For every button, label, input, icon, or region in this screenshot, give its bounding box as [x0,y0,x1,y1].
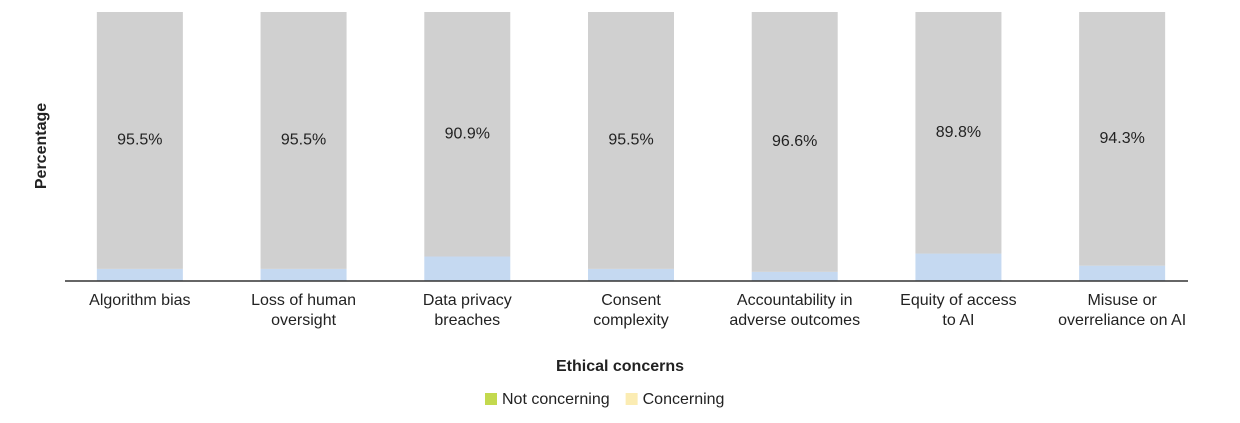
data-label: 95.5% [608,132,653,149]
legend-swatch [485,393,497,405]
legend-label: Concerning [643,391,725,408]
bar-segment [588,268,674,281]
x-tick-label: Equity of access to AI [900,292,1017,329]
data-label: 95.5% [117,132,162,149]
bar-segment [424,12,511,257]
x-tick-label: Loss of human oversight [251,292,356,329]
x-axis-label: Ethical concerns [556,358,684,375]
data-label: 89.8% [936,124,981,141]
bar-segment [751,12,838,272]
data-label: 95.5% [281,132,326,149]
x-tick-label: Algorithm bias [89,292,190,309]
bar-segment [260,12,347,269]
bar-segment [1079,265,1166,281]
x-tick-label: Accountability in adverse outcomes [729,292,860,329]
bar-segment [1079,12,1166,266]
bar-segment [751,271,838,281]
x-tick-label: Consent complexity [593,292,669,329]
bar-segment [96,268,183,281]
data-label: 96.6% [772,133,817,150]
bar-segment [96,12,183,269]
x-tick-label: Data privacy breaches [423,292,512,329]
bar-segment [260,268,347,281]
bar-segment [588,12,674,269]
data-label: 90.9% [445,125,490,142]
legend-label: Not concerning [502,391,610,408]
y-axis-label: Percentage [33,103,50,189]
bar-segment [915,253,1002,281]
x-tick-label: Misuse or overreliance on AI [1058,292,1186,329]
data-label: 94.3% [1099,130,1144,147]
legend-swatch [625,393,638,405]
bar-segment [424,256,511,281]
bar-segment [915,12,1002,254]
